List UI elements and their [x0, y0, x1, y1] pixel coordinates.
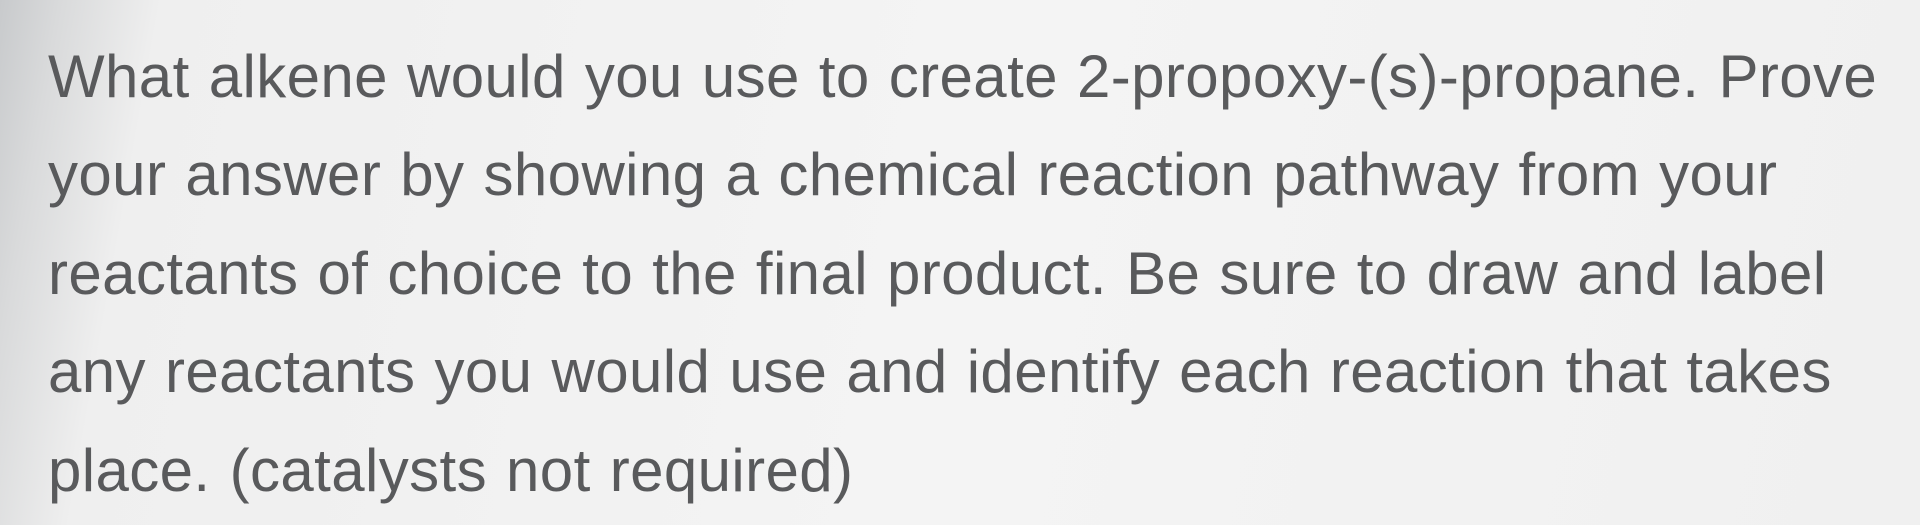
question-text: What alkene would you use to create 2-pr…: [0, 0, 1920, 525]
